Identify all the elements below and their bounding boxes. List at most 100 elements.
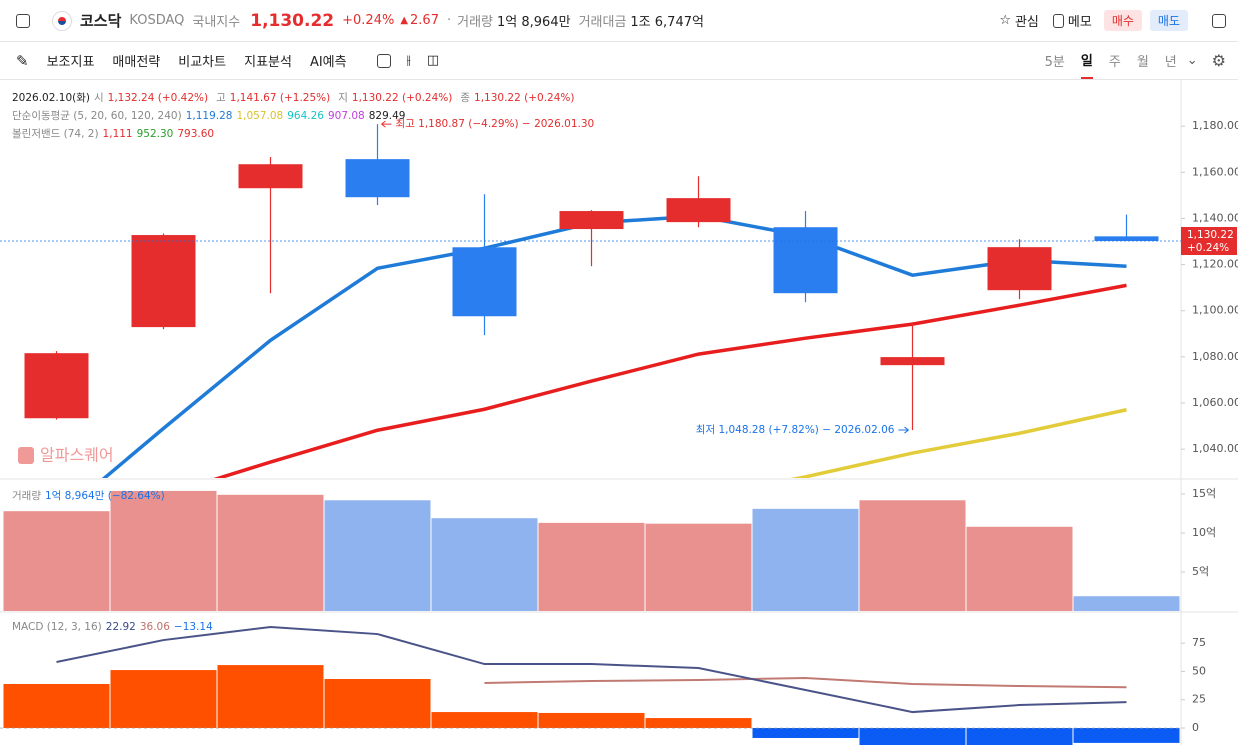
candle-body [131, 235, 196, 328]
y-tick-label: 1,040.00 [1192, 442, 1238, 455]
macd-legend: MACD (12, 3, 16) 22.92 36.06 −13.14 [12, 621, 217, 633]
period-button[interactable]: 5분 [1044, 55, 1065, 70]
macd-histogram-bar [859, 728, 966, 745]
y-tick-label: 1,100.00 [1192, 304, 1238, 317]
watermark: 알파스퀘어 [40, 446, 114, 465]
flag [52, 10, 72, 31]
change: 2.67 [410, 13, 439, 28]
candle-body [987, 247, 1052, 291]
indicator-line [790, 408, 1127, 478]
volume-bar [3, 511, 110, 611]
price-tag-value: 1,130.22 [1187, 229, 1234, 241]
memo-button[interactable]: 메모 [1067, 15, 1092, 30]
candle-body [880, 357, 945, 366]
ohlc-label: 종 [460, 92, 471, 104]
y-tick-label: 50 [1192, 664, 1206, 677]
high-note: 최고 1,180.87 (−4.29%) − 2026.01.30 [396, 118, 595, 130]
change-pct: +0.24% [342, 13, 395, 28]
watch-button[interactable]: 관심 [1014, 15, 1039, 30]
ma-value: 1,057.08 [236, 110, 284, 122]
ohlc-value: 1,141.67 (+1.25%) [229, 92, 331, 104]
macd-value: 22.92 [105, 621, 136, 633]
candle-body [559, 211, 624, 230]
amount: 1조 6,747억 [630, 15, 704, 30]
y-tick-label: 0 [1192, 721, 1199, 734]
period-button[interactable]: 월 [1136, 55, 1149, 70]
macd-histogram-bar [3, 683, 110, 729]
tool-button[interactable]: 비교차트 [178, 55, 227, 70]
indicator-line [213, 283, 1127, 478]
y-tick-label: 1,120.00 [1192, 258, 1238, 271]
ma-value: 964.26 [287, 110, 324, 122]
tool-button[interactable]: 지표분석 [244, 55, 292, 70]
period-button[interactable]: 일 [1080, 42, 1093, 79]
macd-histogram-bar [645, 718, 752, 729]
date: 2026.02.10(화) [12, 92, 90, 104]
ma-title: 단순이동평균 (5, 20, 60, 120, 240) [12, 110, 182, 122]
bb-legend: 볼린저밴드 (74, 2) 1,111 952.30 793.60 [12, 126, 218, 141]
toolbar: ✎ 보조지표 매매전략 비교차트 지표분석 AI예측 ⫲ ◫ 5분 일 주 월 년 ⌄ ⚙ [0, 42, 1238, 80]
signal-line [484, 676, 1127, 689]
macd-line [56, 626, 1127, 714]
macd-histogram-bar [110, 670, 217, 729]
candle-body [238, 164, 303, 189]
macd-pane [0, 626, 1181, 745]
volume-bar [966, 526, 1073, 611]
volume-bar [752, 508, 859, 611]
candle-body [666, 198, 731, 223]
bb-value: 1,111 [102, 128, 133, 140]
volume-bar [324, 500, 431, 611]
macd-value: −13.14 [173, 621, 213, 633]
y-tick-label: 5억 [1192, 565, 1209, 578]
y-tick-label: 1,140.00 [1192, 211, 1238, 224]
ohlc-value: 1,130.22 (+0.24%) [351, 92, 453, 104]
ma-legend: 단순이동평균 (5, 20, 60, 120, 240) 1,119.28 1,05… [12, 108, 409, 123]
header: 코스닥 KOSDAQ 국내지수 1,130.22 +0.24% ▲ 2.67 ·… [0, 0, 1238, 42]
y-tick-label: 1,060.00 [1192, 396, 1238, 409]
price-pane [0, 124, 1181, 478]
panel-icon[interactable] [1212, 13, 1226, 28]
y-tick-label: 15억 [1192, 487, 1216, 500]
low-note: 최저 1,048.28 (+7.82%) − 2026.02.06 [696, 424, 895, 436]
ohlc-value: 1,130.22 (+0.24%) [474, 92, 575, 104]
ma-value: 1,119.28 [185, 110, 233, 122]
buy-button[interactable]: 매수 [1103, 10, 1142, 31]
index-name: 코스닥 [80, 12, 122, 30]
index-code: KOSDAQ [129, 13, 185, 28]
tool-button[interactable]: AI예측 [309, 55, 347, 70]
macd-histogram-bar [966, 728, 1073, 745]
period-button[interactable]: 주 [1108, 55, 1121, 70]
volume-bar [431, 518, 538, 611]
sidebar-icon[interactable] [16, 13, 30, 28]
bb-value: 952.30 [136, 128, 174, 140]
ohlc-label: 지 [338, 92, 348, 104]
settings-icon[interactable]: ⚙ [1211, 51, 1226, 70]
sell-button[interactable]: 매도 [1149, 10, 1188, 31]
volume-value: 1억 8,964만 (−82.64%) [44, 490, 165, 502]
macd-histogram-bar [752, 728, 859, 738]
box-icon[interactable] [376, 53, 391, 68]
macd-histogram-bar [1073, 728, 1180, 743]
ohlc-info: 2026.02.10(화) 시 1,132.24 (+0.42%) 고 1,141.67… [12, 90, 582, 105]
macd-histogram-bar [217, 665, 324, 729]
draw-icon[interactable]: ✎ [16, 51, 29, 70]
ohlc-label: 고 [216, 92, 226, 104]
price-tag [1181, 226, 1237, 255]
candle-body [773, 227, 838, 294]
low-arrow [898, 426, 909, 434]
price-tag-change: +0.24% [1187, 242, 1229, 254]
macd-value: 36.06 [139, 621, 170, 633]
candle-body [24, 353, 89, 419]
tool-button[interactable]: 매매전략 [112, 55, 161, 70]
period-button[interactable]: 년 [1164, 55, 1177, 70]
volume-bar [110, 490, 217, 611]
price: 1,130.22 [250, 10, 335, 31]
amount-label: 거래대금 [578, 15, 627, 30]
watermark-icon [18, 447, 34, 464]
tool-button[interactable]: 보조지표 [46, 55, 95, 70]
ma-value: 907.08 [327, 110, 365, 122]
volume-bar [217, 494, 324, 611]
market: 국내지수 [192, 15, 241, 30]
volume-bar [1073, 596, 1180, 611]
